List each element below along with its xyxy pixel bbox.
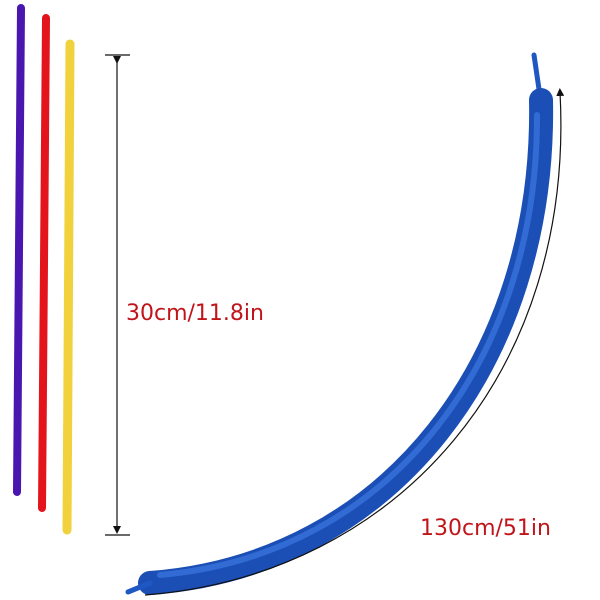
uninflated-balloons [13,4,75,535]
dimension-line [105,54,130,536]
uninflated-length-label: 30cm/11.8in [126,301,264,326]
red-balloon [38,14,50,512]
inflated-length-label: 130cm/51in [420,516,551,541]
inflated-balloon [125,52,554,595]
length-arc [144,88,565,596]
yellow-balloon [62,39,75,535]
purple-balloon [13,4,25,496]
